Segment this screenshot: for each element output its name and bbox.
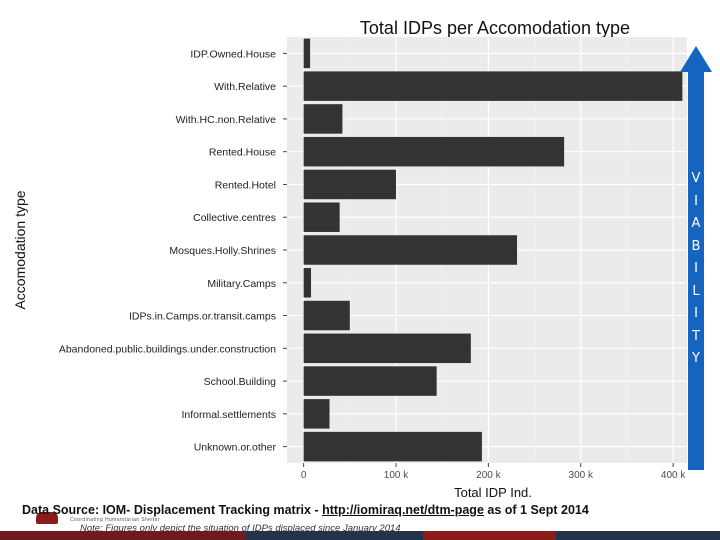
bar bbox=[303, 169, 397, 200]
chart-title: Total IDPs per Accomodation type bbox=[360, 18, 630, 38]
x-axis-label: Total IDP Ind. bbox=[454, 485, 532, 500]
side-letter: I bbox=[694, 193, 698, 209]
y-tick-label: School.Building bbox=[204, 376, 277, 388]
x-tick-label: 400 k bbox=[661, 470, 686, 481]
side-letter: Y bbox=[692, 351, 700, 366]
bar bbox=[303, 268, 312, 298]
bar bbox=[303, 202, 340, 232]
y-tick-label: With.HC.non.Relative bbox=[176, 114, 277, 126]
y-axis-label: Accomodation type bbox=[12, 190, 28, 309]
footer-segment bbox=[423, 531, 556, 540]
bar bbox=[303, 38, 311, 69]
side-letter: A bbox=[691, 216, 701, 231]
bar bbox=[303, 300, 350, 331]
side-letter: I bbox=[694, 261, 698, 276]
logo-subtitle: Coordinating Humanitarian Shelter bbox=[70, 517, 160, 523]
source-prefix: Data Source: IOM- Displacement Tracking … bbox=[22, 503, 323, 517]
footer-segment bbox=[556, 531, 720, 540]
x-axis-ticks: 0 100 k 200 k 300 k 400 k bbox=[301, 463, 686, 481]
x-tick-label: 300 k bbox=[569, 470, 594, 481]
source-suffix: as of 1 Sept 2014 bbox=[483, 503, 589, 517]
y-tick-label: Collective.centres bbox=[193, 212, 276, 224]
x-tick-label: 100 k bbox=[384, 470, 409, 481]
footer-segment bbox=[0, 531, 245, 540]
y-tick-label: IDPs.in.Camps.or.transit.camps bbox=[129, 311, 276, 323]
side-letter: L bbox=[692, 283, 700, 299]
logo-mark-icon bbox=[36, 512, 58, 524]
x-tick-label: 200 k bbox=[476, 470, 501, 481]
y-tick-label: Unknown.or.other bbox=[194, 442, 277, 454]
y-tick-label: Informal.settlements bbox=[181, 409, 276, 421]
y-tick-label: Rented.Hotel bbox=[215, 179, 276, 191]
side-letter: B bbox=[691, 238, 701, 254]
source-link[interactable]: http://iomiraq.net/dtm-page bbox=[322, 503, 484, 517]
y-tick-label: With.Relative bbox=[214, 81, 276, 93]
arrow-icon bbox=[680, 46, 712, 470]
y-axis-ticks: IDP.Owned.House With.Relative With.HC.non.… bbox=[59, 48, 287, 454]
shelter-cluster-logo: Coordinating Humanitarian Shelter bbox=[36, 508, 196, 526]
footnote: Note: Figures only depict the situation … bbox=[80, 523, 401, 534]
footer-segment bbox=[245, 531, 423, 540]
side-letter: I bbox=[694, 306, 698, 321]
bar bbox=[303, 104, 343, 134]
bar bbox=[303, 366, 437, 396]
side-letter: T bbox=[692, 328, 700, 344]
bar bbox=[303, 399, 330, 429]
bar bbox=[303, 71, 683, 101]
bar bbox=[303, 136, 565, 167]
bar bbox=[303, 235, 518, 265]
side-banner: V I A B I L I T Y bbox=[684, 168, 708, 371]
y-tick-label: Mosques.Holly.Shrines bbox=[169, 245, 276, 257]
y-tick-label: IDP.Owned.House bbox=[190, 48, 276, 60]
bar bbox=[303, 333, 471, 364]
footer-bar bbox=[0, 531, 720, 540]
y-tick-label: Military.Camps bbox=[207, 278, 276, 290]
bar bbox=[303, 431, 482, 462]
bars bbox=[303, 38, 683, 462]
y-tick-label: Abandoned.public.buildings.under.constru… bbox=[59, 343, 276, 355]
y-tick-label: Rented.House bbox=[209, 147, 276, 159]
x-tick-label: 0 bbox=[301, 470, 307, 481]
data-source: Data Source: IOM- Displacement Tracking … bbox=[22, 503, 589, 517]
side-letter: V bbox=[691, 171, 701, 186]
